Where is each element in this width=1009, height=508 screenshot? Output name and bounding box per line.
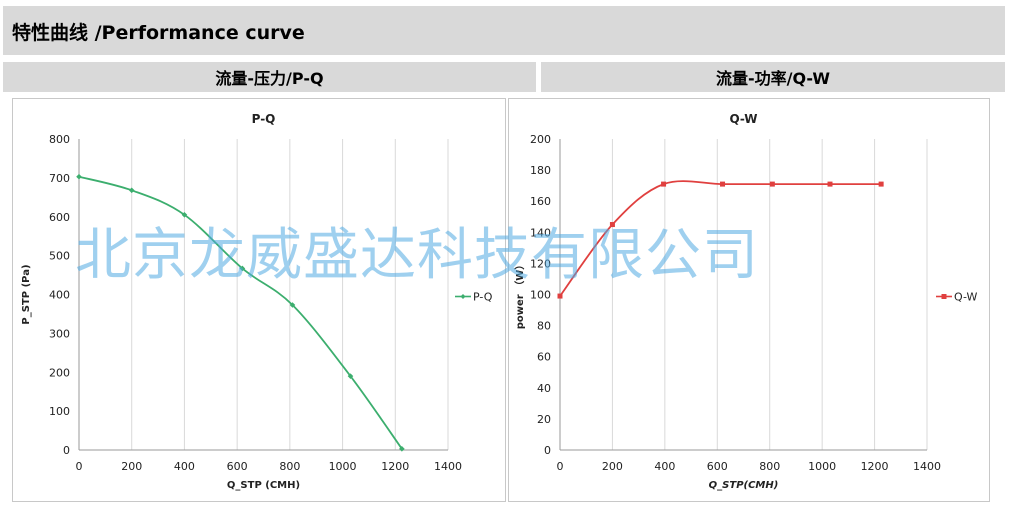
chart-title: Q-W [729, 112, 757, 126]
y-tick-label: 0 [63, 444, 70, 457]
qw-chart: 0 200 400 600 800 1000 1200 1400 0 20 40 60 80 100 120… [513, 112, 977, 491]
series-line [78, 175, 403, 450]
data-point [128, 187, 135, 194]
y-tick-label: 0 [544, 444, 551, 457]
pq-chart: 0 200 400 600 800 1000 1200 1400 0 100 200 300 400 50… [21, 112, 493, 491]
data-point [878, 181, 884, 187]
data-point [609, 222, 615, 228]
y-tick-label: 80 [537, 320, 551, 333]
x-tick-label: 1200 [381, 460, 409, 473]
data-point [557, 293, 563, 299]
data-point [827, 181, 833, 187]
x-tick-label: 1400 [434, 460, 462, 473]
x-tick-label: 1400 [913, 460, 941, 473]
data-point [76, 173, 82, 180]
page-title: 特性曲线 /Performance curve [12, 22, 305, 44]
y-tick-label: 200 [530, 133, 551, 146]
y-tick-label: 600 [49, 211, 70, 224]
y-tick-label: 20 [537, 413, 551, 426]
data-point [239, 265, 246, 272]
y-tick-label: 100 [530, 289, 551, 302]
data-point [769, 181, 775, 187]
y-tick-label: 800 [49, 133, 70, 146]
x-tick-label: 400 [174, 460, 195, 473]
legend-label: Q-W [954, 291, 977, 304]
legend-label: P-Q [473, 291, 493, 304]
y-tick-label: 700 [49, 172, 70, 185]
legend-marker [460, 294, 466, 299]
data-point [661, 181, 667, 187]
y-tick-label: 120 [530, 257, 551, 270]
qw-chart-panel: 0 200 400 600 800 1000 1200 1400 0 20 40 60 80 100 120… [508, 98, 990, 502]
x-tick-label: 1000 [808, 460, 836, 473]
header-bar: 特性曲线 /Performance curve [3, 6, 1005, 55]
y-tick-label: 300 [49, 327, 70, 340]
y-tick-label: 160 [530, 195, 551, 208]
subheader-qw: 流量-功率/Q-W [541, 62, 1005, 92]
pq-chart-panel: 0 200 400 600 800 1000 1200 1400 0 100 200 300 400 50… [12, 98, 506, 502]
x-tick-label: 1200 [861, 460, 889, 473]
subheader-pq: 流量-压力/P-Q [3, 62, 536, 92]
y-axis-label: P_STP (Pa) [21, 264, 32, 324]
x-tick-label: 200 [121, 460, 142, 473]
y-tick-label: 500 [49, 250, 70, 263]
x-tick-label: 800 [759, 460, 780, 473]
x-axis-label: Q_STP(CMH) [709, 480, 779, 491]
data-point [399, 446, 405, 452]
x-tick-label: 600 [707, 460, 728, 473]
chart-title: P-Q [252, 112, 276, 126]
x-tick-label: 0 [557, 460, 564, 473]
y-tick-label: 200 [49, 366, 70, 379]
legend-marker [941, 294, 947, 299]
x-tick-label: 800 [279, 460, 300, 473]
y-tick-label: 100 [49, 405, 70, 418]
data-point [181, 212, 188, 218]
x-tick-label: 0 [76, 460, 83, 473]
x-tick-label: 400 [654, 460, 675, 473]
data-point [289, 302, 296, 308]
y-tick-label: 40 [537, 382, 551, 395]
y-axis-label: power （W） [513, 260, 526, 330]
x-tick-label: 1000 [329, 460, 357, 473]
x-axis-label: Q_STP (CMH) [227, 480, 300, 491]
data-point [720, 181, 726, 187]
y-tick-label: 400 [49, 289, 70, 302]
y-tick-label: 60 [537, 351, 551, 364]
x-tick-label: 200 [602, 460, 623, 473]
y-tick-label: 140 [530, 226, 551, 239]
series-line [559, 180, 882, 297]
y-tick-label: 180 [530, 164, 551, 177]
x-tick-label: 600 [227, 460, 248, 473]
data-point [347, 373, 354, 379]
